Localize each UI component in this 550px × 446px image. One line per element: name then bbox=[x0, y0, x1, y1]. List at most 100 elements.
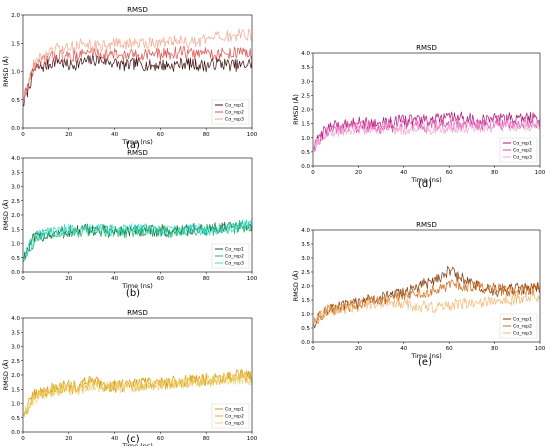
y-tick-label: 2.0 bbox=[11, 373, 20, 379]
x-tick-label: 20 bbox=[355, 170, 362, 176]
x-tick-label: 60 bbox=[157, 276, 164, 282]
panel-label: (b) bbox=[126, 288, 140, 299]
x-tick-label: 100 bbox=[247, 276, 258, 282]
y-axis-label: RMSD (Å) bbox=[1, 56, 10, 87]
x-tick-label: 60 bbox=[446, 170, 453, 176]
x-tick-label: 60 bbox=[157, 132, 164, 138]
y-tick-label: 3.5 bbox=[11, 330, 20, 336]
x-tick-label: 20 bbox=[355, 346, 362, 352]
y-tick-label: 0.5 bbox=[11, 416, 20, 422]
x-axis-label: Time (ns) bbox=[121, 138, 153, 146]
legend-entry: Cα_rep3 bbox=[513, 155, 532, 161]
y-tick-label: 1.0 bbox=[11, 70, 20, 76]
y-tick-label: 0.0 bbox=[11, 270, 20, 276]
legend-entry: Cα_rep1 bbox=[225, 407, 244, 413]
y-tick-label: 4.0 bbox=[11, 156, 20, 162]
x-tick-label: 40 bbox=[400, 170, 407, 176]
y-tick-label: 3.5 bbox=[301, 242, 310, 248]
x-tick-label: 40 bbox=[400, 346, 407, 352]
chart-panel-c: 0 20 40 60 80 100 0.0 0.5 1.0 1.5 2.0 2.5 3.0 3.5 4.0 R… bbox=[1, 309, 258, 446]
legend-entry: Cα_rep3 bbox=[225, 421, 244, 427]
legend-entry: Cα_rep3 bbox=[225, 261, 244, 267]
y-tick-label: 3.5 bbox=[11, 170, 20, 176]
series-line-3 bbox=[22, 28, 253, 101]
x-tick-label: 0 bbox=[311, 170, 315, 176]
y-axis-label: RMSD (Å) bbox=[291, 271, 300, 302]
y-tick-label: 2.0 bbox=[11, 213, 20, 219]
y-tick-label: 1.5 bbox=[301, 298, 310, 304]
y-tick-label: 0.0 bbox=[11, 430, 20, 436]
y-axis-label: RMSD (Å) bbox=[291, 94, 300, 125]
legend-entry: Cα_rep3 bbox=[225, 117, 244, 123]
legend-entry: Cα_rep1 bbox=[225, 247, 244, 253]
y-tick-label: 1.5 bbox=[11, 227, 20, 233]
legend-box bbox=[211, 99, 250, 125]
x-axis-label: Time (ns) bbox=[121, 282, 153, 290]
x-axis-label: Time (ns) bbox=[121, 442, 153, 446]
x-tick-label: 60 bbox=[446, 346, 453, 352]
y-tick-label: 0.0 bbox=[11, 126, 20, 132]
legend-entry: Cα_rep2 bbox=[225, 254, 244, 260]
y-tick-label: 3.5 bbox=[301, 65, 310, 71]
y-tick-label: 2.5 bbox=[301, 93, 310, 99]
y-tick-label: 1.5 bbox=[11, 387, 20, 393]
chart-title: RMSD bbox=[416, 221, 437, 229]
x-tick-label: 40 bbox=[111, 436, 118, 442]
y-tick-label: 3.0 bbox=[301, 256, 310, 262]
x-tick-label: 80 bbox=[203, 132, 210, 138]
panel-label: (d) bbox=[418, 179, 432, 190]
legend-entry: Cα_rep2 bbox=[225, 110, 244, 116]
y-tick-label: 1.0 bbox=[11, 242, 20, 248]
x-tick-label: 100 bbox=[535, 170, 546, 176]
x-tick-label: 80 bbox=[491, 346, 498, 352]
x-tick-label: 80 bbox=[203, 436, 210, 442]
y-tick-label: 1.5 bbox=[11, 41, 20, 47]
y-tick-label: 3.0 bbox=[11, 185, 20, 191]
chart-title: RMSD bbox=[127, 149, 148, 157]
series-line-3 bbox=[312, 291, 541, 326]
y-tick-label: 1.0 bbox=[301, 136, 310, 142]
y-axis-label: RMSD (Å) bbox=[1, 360, 10, 391]
legend-entry: Cα_rep1 bbox=[513, 141, 532, 147]
y-tick-label: 2.5 bbox=[11, 199, 20, 205]
chart-title: RMSD bbox=[416, 44, 437, 52]
y-tick-label: 2.0 bbox=[11, 13, 20, 19]
x-tick-label: 40 bbox=[111, 132, 118, 138]
x-tick-label: 0 bbox=[21, 132, 25, 138]
x-axis-label: Time (ns) bbox=[410, 352, 442, 360]
chart-title: RMSD bbox=[127, 309, 148, 317]
y-tick-label: 0.0 bbox=[301, 340, 310, 346]
chart-title: RMSD bbox=[127, 6, 148, 14]
y-tick-label: 4.0 bbox=[301, 228, 310, 234]
y-tick-label: 2.5 bbox=[301, 270, 310, 276]
series-line-3 bbox=[22, 217, 253, 260]
x-tick-label: 0 bbox=[21, 436, 25, 442]
legend-entry: Cα_rep2 bbox=[513, 148, 532, 154]
x-tick-label: 100 bbox=[247, 436, 258, 442]
series-line-2 bbox=[312, 278, 541, 326]
legend-entry: Cα_rep1 bbox=[513, 317, 532, 323]
x-tick-label: 80 bbox=[203, 276, 210, 282]
panel-label: (a) bbox=[126, 140, 140, 151]
y-tick-label: 1.5 bbox=[301, 122, 310, 128]
series-line-2 bbox=[22, 45, 253, 101]
y-tick-label: 0.5 bbox=[11, 256, 20, 262]
legend-entry: Cα_rep1 bbox=[225, 103, 244, 109]
series-line-3 bbox=[312, 118, 541, 150]
y-tick-label: 0.0 bbox=[301, 164, 310, 170]
x-tick-label: 40 bbox=[111, 276, 118, 282]
x-tick-label: 0 bbox=[21, 276, 25, 282]
y-tick-label: 2.5 bbox=[11, 359, 20, 365]
series-line-1 bbox=[22, 54, 253, 107]
x-tick-label: 100 bbox=[247, 132, 258, 138]
x-tick-label: 80 bbox=[491, 170, 498, 176]
y-tick-label: 0.5 bbox=[301, 150, 310, 156]
x-axis-label: Time (ns) bbox=[410, 176, 442, 184]
legend-entry: Cα_rep2 bbox=[513, 324, 532, 330]
